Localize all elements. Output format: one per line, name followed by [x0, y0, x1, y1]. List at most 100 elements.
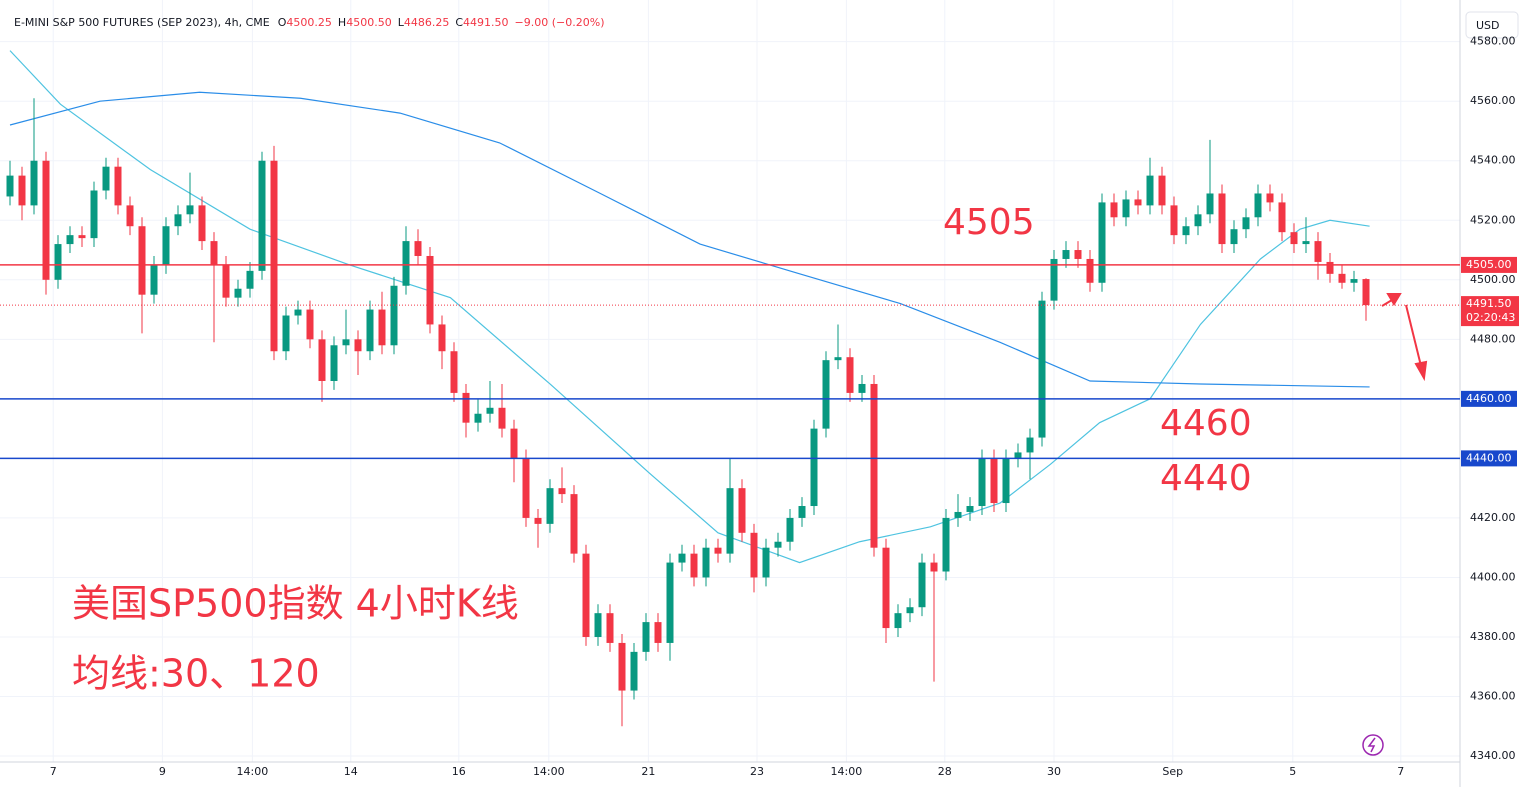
candle-body	[1014, 452, 1022, 459]
header: E-MINI S&P 500 FUTURES (SEP 2023), 4h, C…	[14, 16, 604, 29]
candle-body	[798, 506, 806, 518]
candle-body	[810, 428, 818, 507]
candle-body	[366, 309, 374, 352]
candle-body	[54, 244, 62, 280]
candle-body	[234, 288, 242, 298]
candle-body	[426, 255, 434, 325]
candle-body	[1086, 258, 1094, 283]
candle-body	[1230, 229, 1238, 245]
close-label: C	[455, 16, 463, 29]
annotation: 美国SP500指数 4小时K线	[72, 582, 519, 626]
alert-icon[interactable]	[1362, 734, 1384, 756]
currency-button[interactable]	[1465, 11, 1519, 39]
candle-body	[162, 226, 170, 265]
candle-body	[642, 622, 650, 652]
candle-body	[462, 392, 470, 423]
x-tick-label: 7	[50, 765, 57, 778]
arrow	[1405, 304, 1422, 367]
candle-body	[402, 241, 410, 286]
candle-body	[690, 553, 698, 578]
candle-body	[630, 651, 638, 691]
last-price-label: 4491.50	[1466, 297, 1512, 310]
candle-body	[378, 309, 386, 346]
candle-body	[1254, 193, 1262, 218]
close-value: 4491.50	[463, 16, 509, 29]
candle-body	[414, 241, 422, 256]
y-tick-label: 4580.00	[1470, 35, 1516, 48]
y-tick-label: 4420.00	[1470, 511, 1516, 524]
x-tick-label: 9	[159, 765, 166, 778]
candle-body	[786, 517, 794, 542]
low-label: L	[398, 16, 405, 29]
candle-body	[306, 309, 314, 340]
x-tick-label: 14:00	[533, 765, 565, 778]
candle-body	[66, 235, 74, 245]
level-label-box	[1461, 256, 1517, 273]
candle-body	[1290, 232, 1298, 245]
candle-body	[774, 541, 782, 548]
candle-body	[1194, 214, 1202, 227]
candle-body	[990, 458, 998, 504]
candle-body	[522, 458, 530, 518]
high-value: 4500.50	[346, 16, 392, 29]
y-tick-label: 4480.00	[1470, 332, 1516, 345]
level-label: 4505.00	[1466, 258, 1512, 271]
candle-body	[78, 235, 86, 239]
candle-body	[1182, 226, 1190, 236]
candle-body	[750, 532, 758, 578]
candle-body	[942, 517, 950, 572]
candle-body	[1026, 437, 1034, 453]
candle-body	[18, 175, 26, 206]
candle-body	[1002, 458, 1010, 504]
countdown: 02:20:43	[1466, 311, 1515, 324]
candle-body	[102, 166, 110, 191]
candle-body	[546, 488, 554, 524]
high-label: H	[338, 16, 346, 29]
currency[interactable]: USD	[1476, 19, 1500, 32]
candle-body	[570, 494, 578, 554]
y-tick-label: 4380.00	[1470, 630, 1516, 643]
candle-body	[594, 613, 602, 637]
level-label: 4440.00	[1466, 451, 1512, 464]
candle-body	[174, 214, 182, 227]
candle-body	[330, 345, 338, 381]
arrows	[1381, 293, 1428, 382]
annotation: 4460	[1160, 403, 1252, 444]
candle-body	[30, 160, 38, 206]
candle-body	[858, 383, 866, 393]
candle-body	[150, 264, 158, 295]
candle-body	[558, 488, 566, 495]
level-label-box	[1461, 390, 1517, 407]
candle-body	[1326, 261, 1334, 274]
candle-body	[6, 175, 14, 197]
candle-body	[1158, 175, 1166, 206]
candle-body	[138, 226, 146, 295]
candle-body	[258, 160, 266, 271]
moving-average	[9, 50, 1370, 564]
change: −9.00 (−0.20%)	[515, 16, 605, 29]
candle-body	[726, 488, 734, 554]
candle-body	[318, 339, 326, 381]
x-tick-label: Sep	[1162, 765, 1183, 778]
annotation: 均线:30、120	[72, 652, 320, 696]
candle-body	[654, 622, 662, 643]
x-tick-label: 21	[641, 765, 655, 778]
x-tick-label: 14:00	[831, 765, 863, 778]
candle-body	[210, 241, 218, 265]
x-tick-label: 14	[344, 765, 358, 778]
candle-body	[1170, 205, 1178, 236]
symbol: E-MINI S&P 500 FUTURES (SEP 2023), 4h, C…	[14, 16, 270, 29]
x-tick-label: 7	[1397, 765, 1404, 778]
candle-body	[1122, 199, 1130, 218]
candle-body	[582, 553, 590, 637]
candle-body	[1038, 300, 1046, 438]
moving-average	[9, 91, 1370, 388]
alert-icon-bolt	[1367, 737, 1376, 753]
level-label: 4460.00	[1466, 392, 1512, 405]
last-price-box	[1461, 296, 1519, 327]
candle-body	[498, 407, 506, 429]
x-tick-label: 5	[1289, 765, 1296, 778]
plot	[6, 50, 1370, 727]
x-tick-label: 30	[1047, 765, 1061, 778]
candle-body	[474, 413, 482, 423]
